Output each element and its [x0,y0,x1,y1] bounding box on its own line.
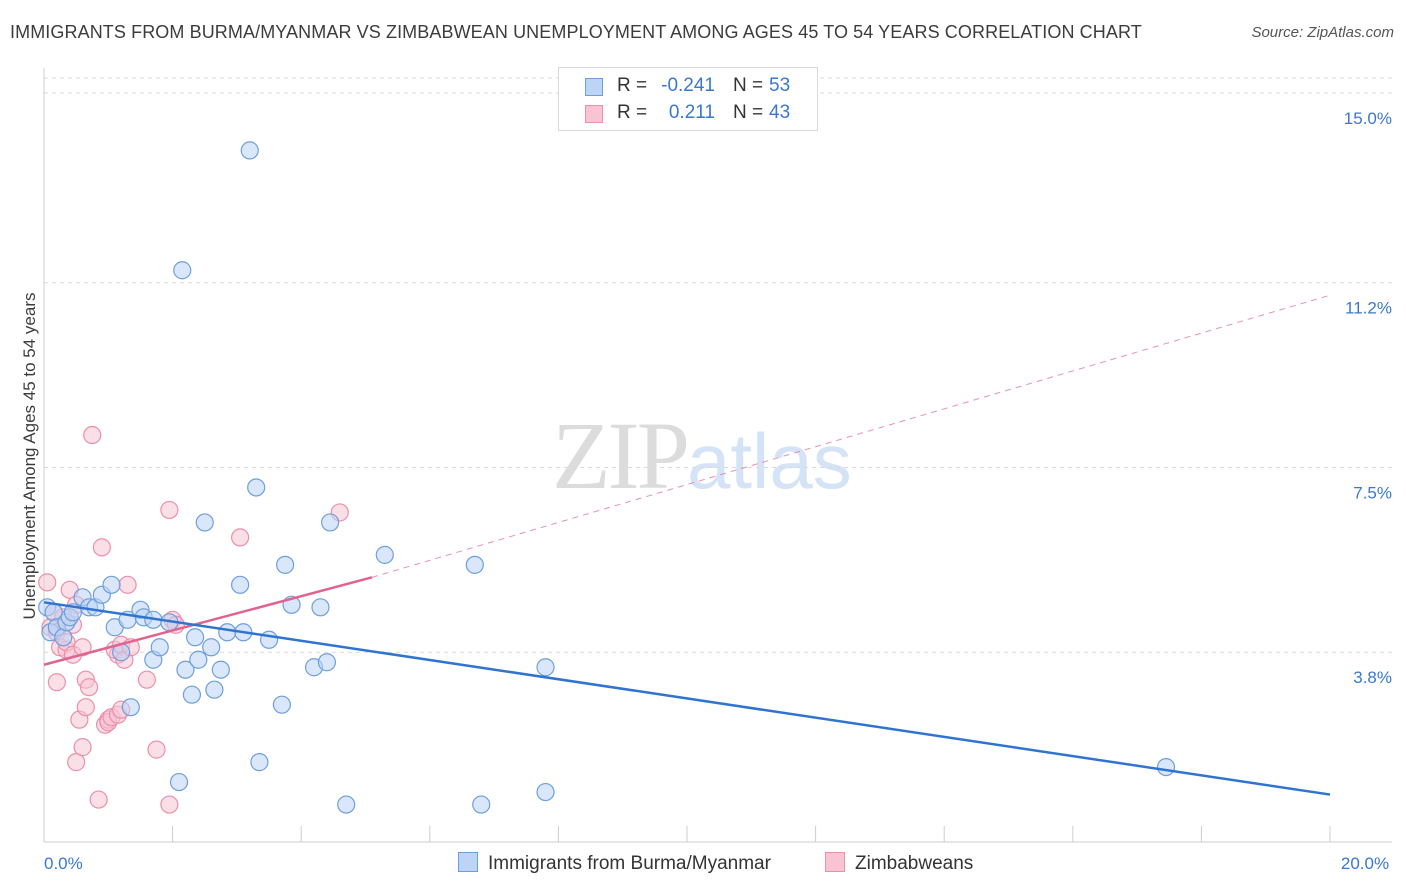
data-point-zimbabweans [73,638,92,657]
data-point-burma [247,478,266,497]
data-point-burma [189,650,208,669]
data-point-burma [186,628,205,647]
data-point-burma [375,545,394,564]
data-point-zimbabweans [47,673,66,692]
data-point-burma [173,261,192,280]
data-point-burma [205,680,224,699]
data-point-burma [536,782,555,802]
legend-label-zimbabweans: Zimbabweans [855,853,974,874]
data-point-zimbabweans [137,670,156,689]
data-point-burma [150,638,169,657]
data-point-zimbabweans [147,740,166,759]
data-point-zimbabweans [83,425,102,445]
data-point-zimbabweans [160,795,179,814]
data-point-zimbabweans [118,575,137,594]
data-point-burma [472,795,491,814]
axes [43,68,1392,843]
x-tick-label: 20.0% [1341,854,1389,873]
data-point-zimbabweans [89,790,108,809]
legend-r-label: R = [617,75,648,96]
legend-r-value: 0.211 [668,102,715,123]
chart-title: IMMIGRANTS FROM BURMA/MYANMAR VS ZIMBABW… [10,22,1142,42]
data-point-burma [121,698,140,717]
data-point-burma [1156,757,1176,777]
data-point-burma [231,575,250,594]
series-zimbabweans-points [38,425,349,814]
legend-swatch-blue [585,78,603,96]
data-point-zimbabweans [231,528,250,547]
x-tick-label: 0.0% [44,854,83,873]
data-point-burma [195,513,214,532]
data-point-burma [311,598,330,617]
legend-r-value: -0.241 [661,75,715,96]
tick-labels: 3.8% 7.5% 11.2% 15.0% 0.0% 20.0% [44,109,1392,873]
y-tick-label: 15.0% [1344,109,1392,128]
legend-n-value: 53 [769,75,791,96]
data-point-zimbabweans [160,500,179,520]
data-point-burma [218,623,237,642]
data-point-burma [465,555,484,574]
data-point-burma [202,638,221,657]
trendline-burma [43,601,1331,796]
data-point-zimbabweans [38,573,57,592]
correlation-legend: R = -0.241 N = 53 R = 0.211 N = 43 [558,67,818,131]
legend-swatch-pink [825,852,845,872]
data-point-burma [176,660,195,679]
data-point-burma [250,753,269,772]
gridlines [44,77,1392,653]
data-point-burma [182,685,201,704]
legend-n-label: N = [733,75,764,96]
data-point-burma [272,695,292,714]
y-tick-label: 3.8% [1353,668,1392,687]
legend-n-value: 43 [769,102,791,123]
y-tick-label: 11.2% [1345,299,1392,318]
data-point-zimbabweans [73,738,92,757]
data-point-burma [169,772,189,792]
legend-swatch-pink [585,105,603,123]
data-point-burma [54,628,73,647]
data-point-burma [211,660,230,679]
legend-swatch-blue [458,852,478,872]
data-point-zimbabweans [76,698,95,717]
data-point-burma [337,795,356,814]
legend-label-burma: Immigrants from Burma/Myanmar [488,853,771,874]
data-point-burma [321,513,340,532]
trend-lines [43,294,1331,796]
data-point-zimbabweans [79,678,99,697]
trendline-zimbabweans-extension [371,294,1331,578]
legend-n-label: N = [733,102,764,123]
data-point-burma [317,653,337,672]
data-point-zimbabweans [67,753,86,772]
trendline-zimbabweans [43,576,373,666]
series-burma-points [38,141,1176,814]
legend-r-label: R = [617,102,648,123]
source-note: Source: ZipAtlas.com [1251,24,1394,41]
legend-item-burma: Immigrants from Burma/Myanmar [458,852,771,875]
y-tick-label: 7.5% [1353,483,1392,502]
data-point-burma [276,555,295,574]
data-point-burma [240,141,259,160]
legend-item-zimbabweans: Zimbabweans [825,852,973,875]
data-point-burma [536,658,555,677]
data-point-zimbabweans [92,538,111,557]
data-point-burma [102,575,121,594]
